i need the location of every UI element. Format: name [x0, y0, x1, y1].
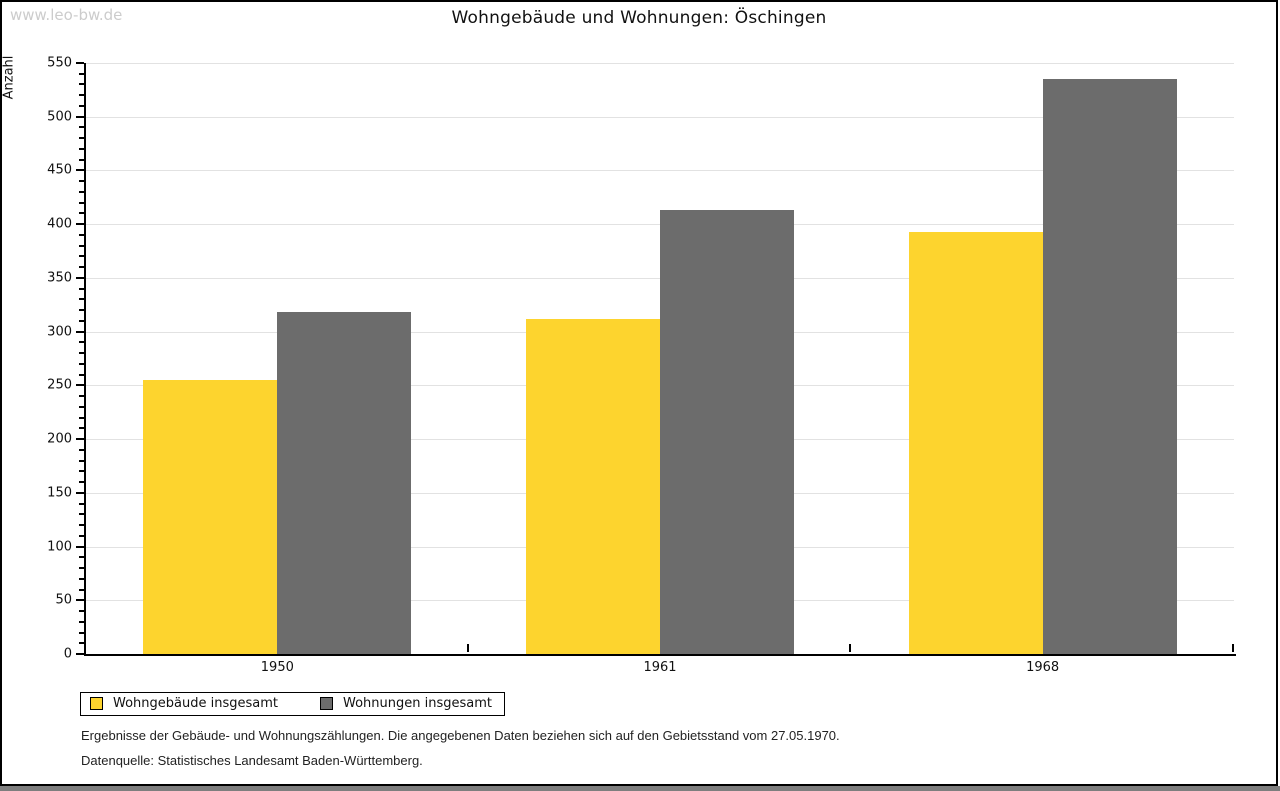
legend-swatch-wohnungen: [320, 697, 333, 710]
x-boundary-tick-1: [466, 644, 469, 652]
y-minor-tick-220: [79, 416, 84, 419]
y-tick-label-250: 250: [47, 377, 72, 393]
y-minor-tick-120: [79, 524, 84, 527]
y-major-tick-50: [76, 599, 84, 602]
y-minor-tick-510: [79, 104, 84, 107]
y-minor-tick-430: [79, 190, 84, 193]
y-minor-tick-40: [79, 610, 84, 613]
bar-wohnungen-1968: [1042, 79, 1177, 654]
y-axis-line: [84, 63, 86, 656]
y-minor-tick-60: [79, 588, 84, 591]
y-minor-tick-170: [79, 470, 84, 473]
y-minor-tick-360: [79, 266, 84, 269]
y-tick-label-400: 400: [47, 216, 72, 232]
y-tick-label-0: 0: [63, 646, 72, 662]
y-minor-tick-520: [79, 94, 84, 97]
y-major-tick-500: [76, 115, 84, 118]
y-major-tick-100: [76, 545, 84, 548]
x-tick-label-1968: 1968: [1026, 660, 1060, 675]
y-minor-tick-240: [79, 395, 84, 398]
y-minor-tick-410: [79, 212, 84, 215]
y-minor-tick-140: [79, 502, 84, 505]
y-major-tick-350: [76, 276, 84, 279]
y-tick-label-350: 350: [47, 270, 72, 286]
footnote-data-source: Datenquelle: Statistisches Landesamt Bad…: [81, 753, 423, 768]
y-tick-label-200: 200: [47, 431, 72, 447]
legend: Wohngebäude insgesamt Wohnungen insgesam…: [80, 692, 505, 716]
x-tick-label-1950: 1950: [260, 660, 294, 675]
y-minor-tick-540: [79, 72, 84, 75]
y-minor-tick-480: [79, 137, 84, 140]
y-minor-tick-310: [79, 319, 84, 322]
y-minor-tick-290: [79, 341, 84, 344]
y-major-tick-200: [76, 438, 84, 441]
y-minor-tick-70: [79, 577, 84, 580]
y-tick-label-150: 150: [47, 485, 72, 501]
y-minor-tick-130: [79, 513, 84, 516]
y-minor-tick-160: [79, 481, 84, 484]
bar-wohnungen-1961: [660, 210, 794, 654]
legend-label-wohnungen: Wohnungen insgesamt: [343, 696, 492, 711]
window-bottom-strip: [0, 786, 1280, 791]
y-minor-tick-110: [79, 534, 84, 537]
chart-title: Wohngebäude und Wohnungen: Öschingen: [451, 8, 827, 28]
bar-wohnungen-1950: [277, 312, 412, 654]
y-major-tick-550: [76, 62, 84, 64]
legend-label-wohngebaeude: Wohngebäude insgesamt: [113, 696, 278, 711]
x-tick-label-1961: 1961: [643, 660, 677, 675]
gridline-500: [86, 116, 1234, 118]
y-minor-tick-80: [79, 567, 84, 570]
y-major-tick-250: [76, 384, 84, 387]
y-minor-tick-90: [79, 556, 84, 559]
gridline-550: [86, 63, 1234, 64]
y-minor-tick-390: [79, 233, 84, 236]
y-minor-tick-190: [79, 448, 84, 451]
y-minor-tick-260: [79, 373, 84, 376]
y-major-tick-0: [76, 653, 84, 655]
y-minor-tick-530: [79, 83, 84, 86]
y-tick-label-50: 50: [55, 592, 72, 608]
watermark: www.leo-bw.de: [10, 6, 123, 24]
y-major-tick-300: [76, 330, 84, 333]
y-axis-title: Anzahl: [1, 55, 17, 100]
gridline-450: [86, 170, 1234, 172]
y-minor-tick-280: [79, 352, 84, 355]
y-tick-label-300: 300: [47, 324, 72, 340]
footnote-source-note: Ergebnisse der Gebäude- und Wohnungszähl…: [81, 728, 840, 743]
bar-wohngebaeude-1961: [526, 318, 660, 654]
x-axis-line: [84, 654, 1236, 656]
y-minor-tick-30: [79, 620, 84, 623]
y-minor-tick-10: [79, 642, 84, 645]
y-major-tick-150: [76, 491, 84, 494]
y-minor-tick-340: [79, 287, 84, 290]
y-minor-tick-470: [79, 147, 84, 150]
y-minor-tick-20: [79, 631, 84, 634]
bar-wohngebaeude-1968: [908, 231, 1043, 654]
y-tick-label-550: 550: [47, 55, 72, 71]
y-minor-tick-270: [79, 362, 84, 365]
y-minor-tick-420: [79, 201, 84, 204]
y-tick-label-500: 500: [47, 109, 72, 125]
y-minor-tick-380: [79, 244, 84, 247]
y-minor-tick-320: [79, 309, 84, 312]
legend-swatch-wohngebaeude: [90, 697, 103, 710]
y-minor-tick-490: [79, 126, 84, 129]
x-boundary-tick-2: [849, 644, 852, 652]
x-boundary-tick-3: [1232, 644, 1234, 652]
y-minor-tick-330: [79, 298, 84, 301]
y-minor-tick-370: [79, 255, 84, 258]
y-minor-tick-230: [79, 405, 84, 408]
bar-wohngebaeude-1950: [143, 379, 278, 654]
y-minor-tick-460: [79, 158, 84, 161]
plot-area: 0 50 100 150 200 250 300 350 400 450 500 550 1950 196…: [47, 56, 1234, 675]
y-minor-tick-180: [79, 459, 84, 462]
y-major-tick-450: [76, 169, 84, 172]
y-minor-tick-210: [79, 427, 84, 430]
y-major-tick-400: [76, 223, 84, 226]
y-tick-label-100: 100: [47, 539, 72, 555]
y-minor-tick-440: [79, 180, 84, 183]
y-tick-label-450: 450: [47, 162, 72, 178]
